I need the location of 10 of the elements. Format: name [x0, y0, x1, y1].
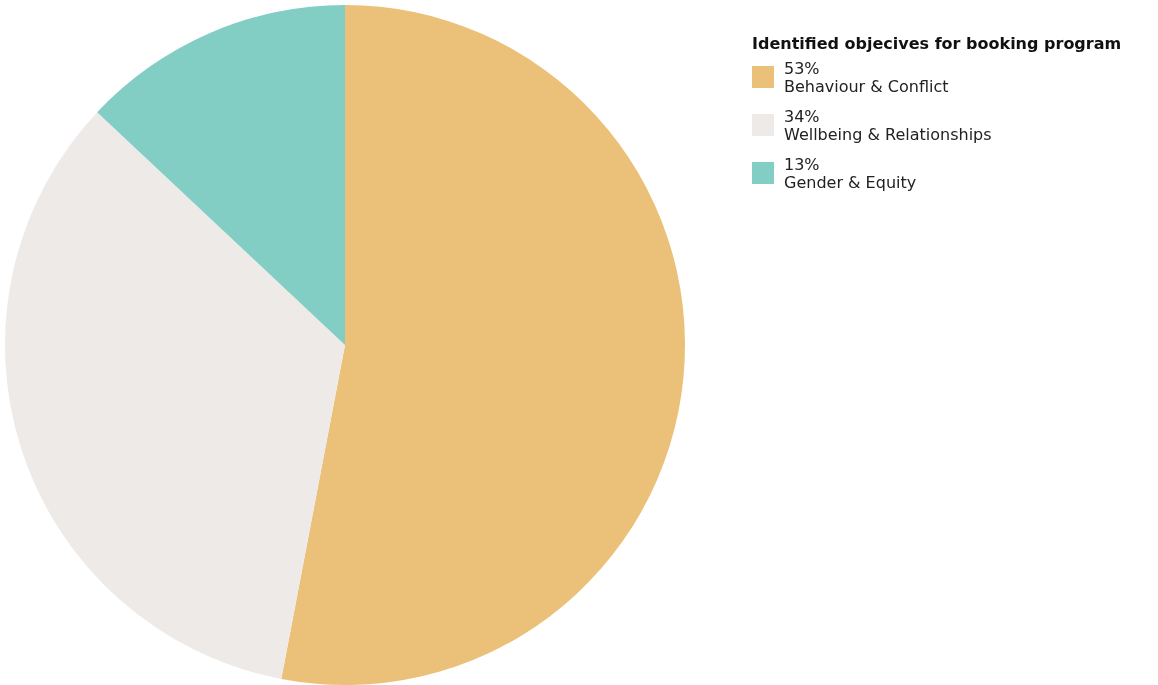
pie-slice: [5, 112, 345, 679]
data-label: 13%: [784, 155, 820, 174]
legend-title: Identified objecives for booking program: [752, 34, 1122, 53]
data-label: 53%: [784, 59, 820, 78]
legend-label: Wellbeing & Relationships: [784, 125, 992, 144]
data-label: 34%: [784, 107, 820, 126]
legend-label: Behaviour & Conflict: [784, 77, 949, 96]
legend-label: Gender & Equity: [784, 173, 917, 192]
pie-slice: [97, 5, 345, 345]
pie-slice: [281, 5, 685, 685]
